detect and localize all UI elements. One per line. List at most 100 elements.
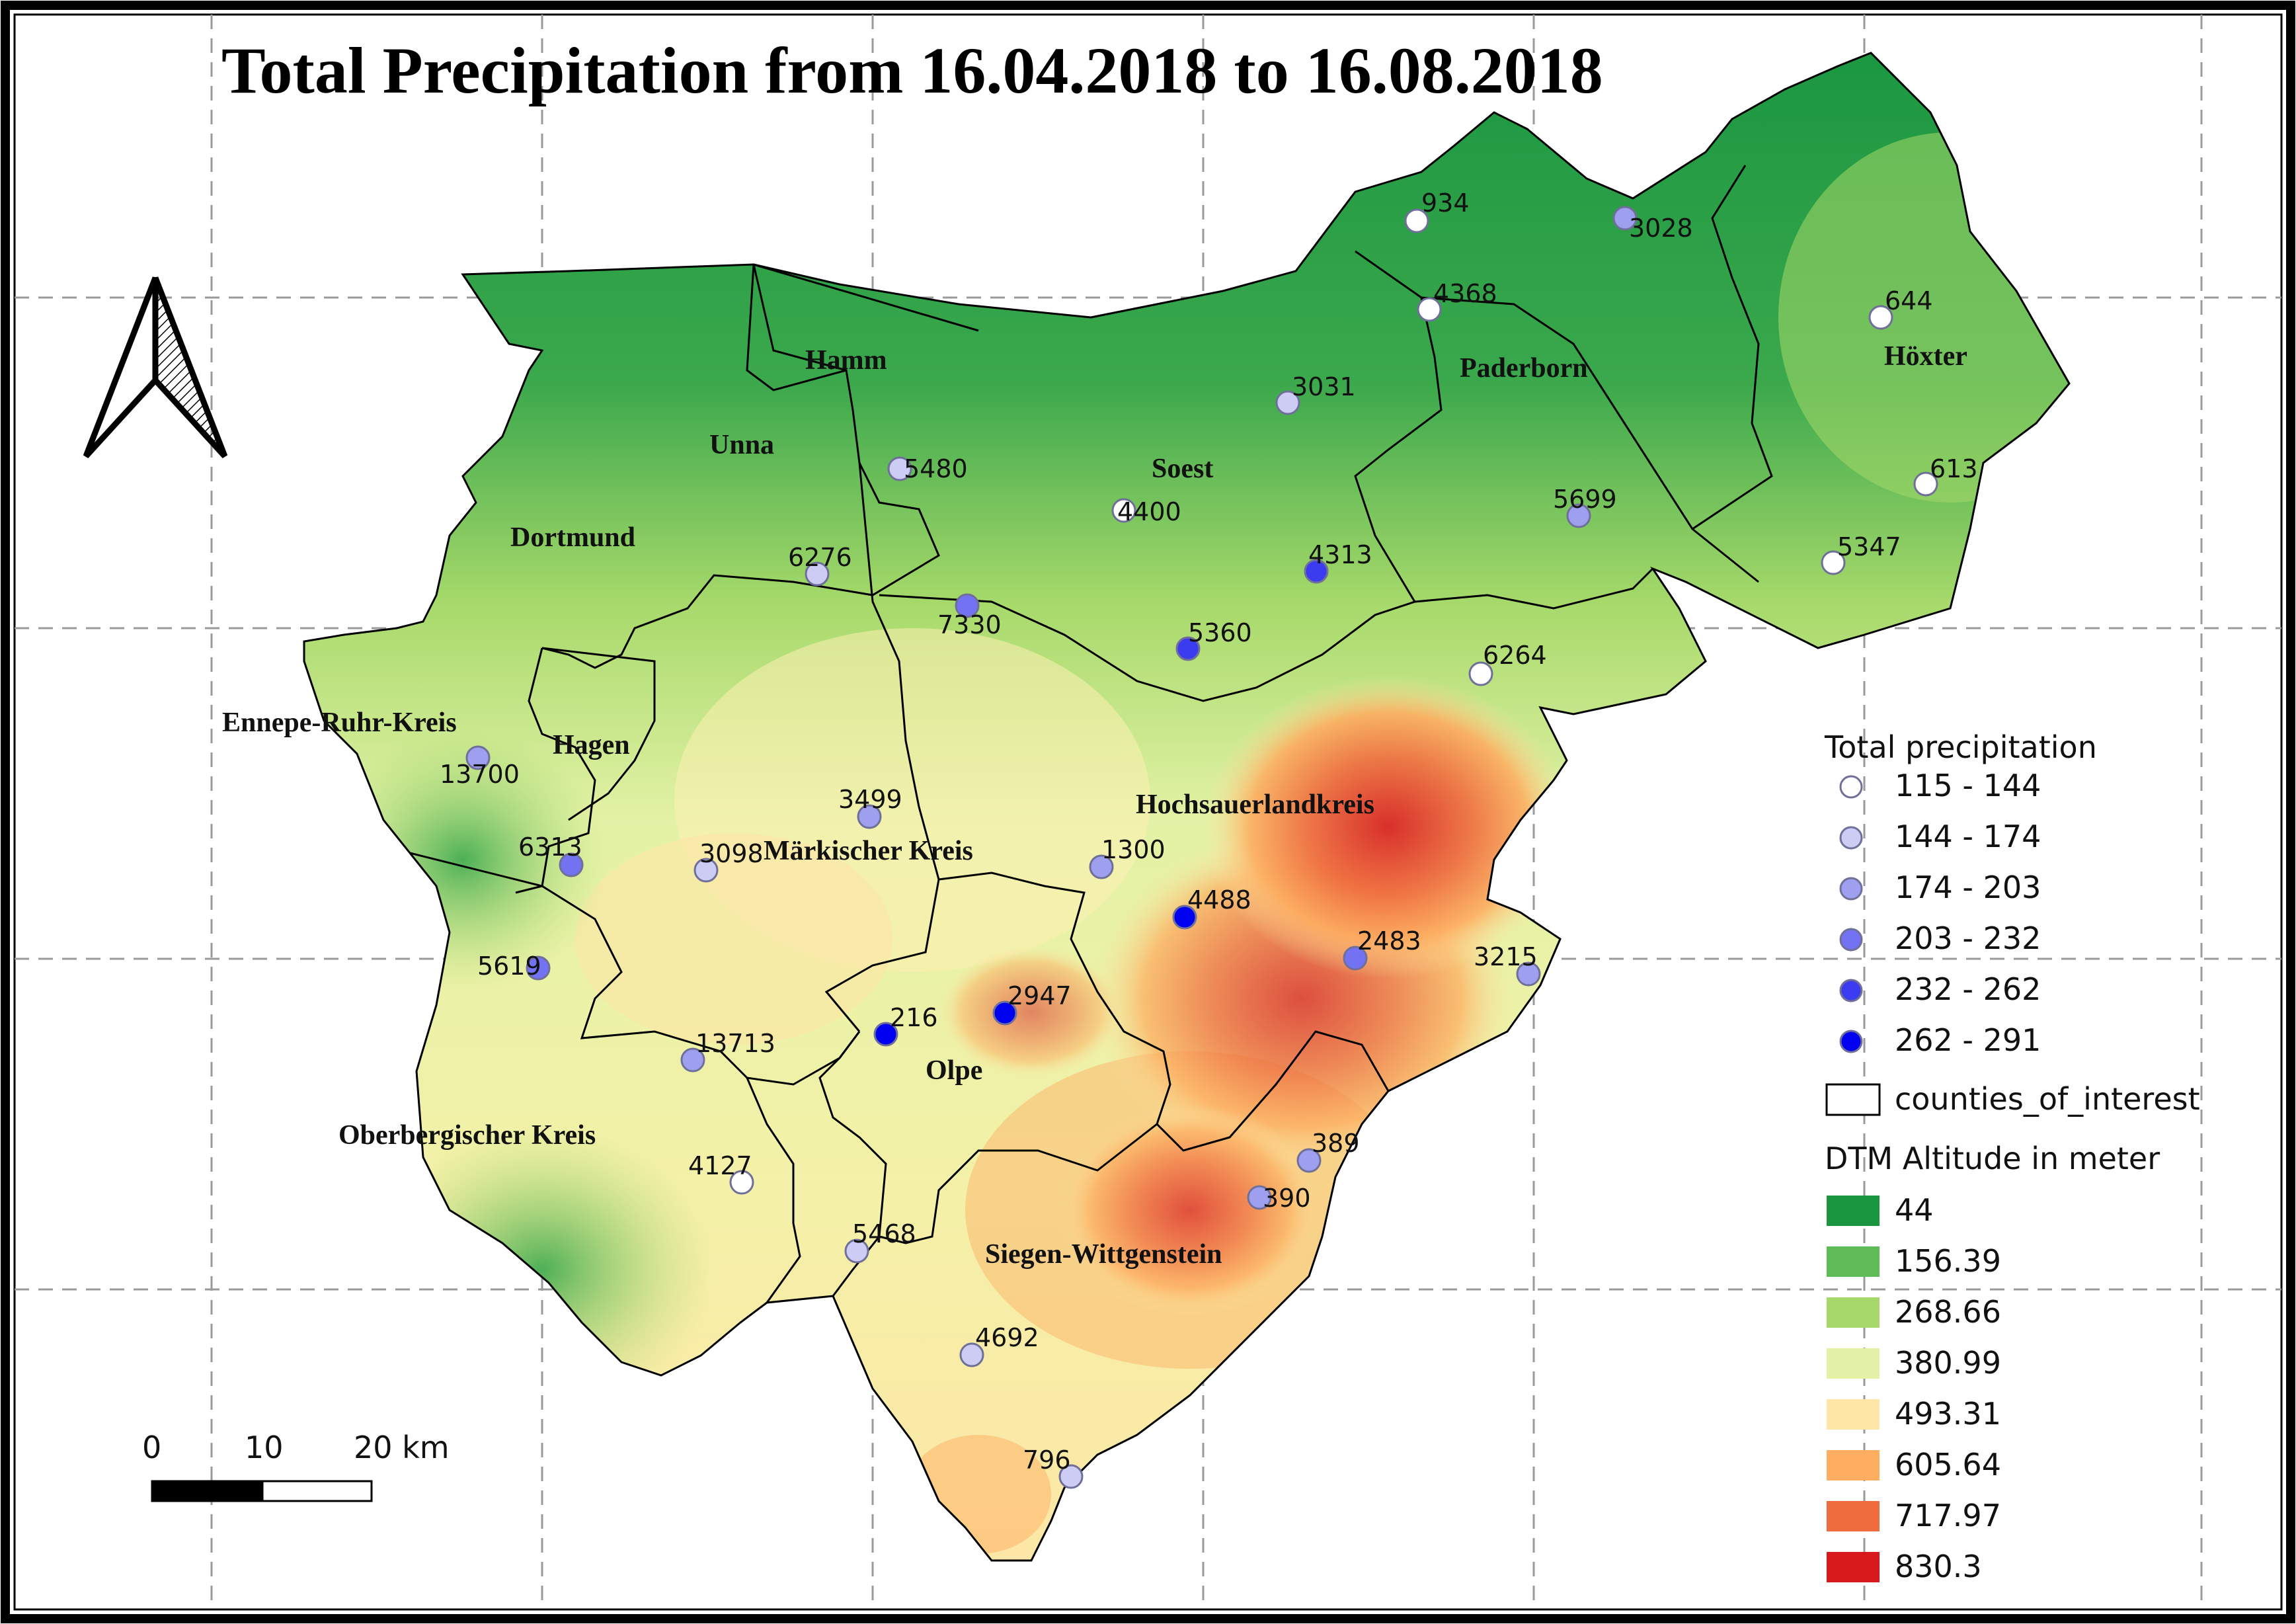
station-marker [887,456,912,481]
legend-precip-swatch [1839,775,1863,799]
legend-dtm-label: 156.39 [1895,1243,2001,1279]
station-label: 934 [1421,188,1470,218]
station-label: 4692 [975,1323,1039,1352]
county-label-oberbergischer-kreis: Oberbergischer Kreis [338,1120,596,1151]
legend-precip-label: 262 - 291 [1895,1022,2041,1058]
legend-dtm-label: 493.31 [1895,1396,2001,1432]
station-marker [873,1022,898,1047]
legend-precip-item: 144 - 174 [1839,819,2041,854]
legend-dtm-label: 830.3 [1895,1549,1982,1584]
legend-dtm-swatch [1827,1348,1880,1379]
station-5468: 5468 [844,1219,916,1264]
legend-dtm-item: 268.66 [1827,1294,2001,1330]
station-label: 3499 [838,785,902,814]
station-marker [526,955,551,981]
legend-dtm-item: 493.31 [1827,1396,2001,1432]
station-label: 2483 [1357,926,1421,955]
station-label: 796 [1023,1445,1071,1475]
legend-dtm-item: 830.3 [1827,1549,1982,1584]
north-arrow-icon [83,276,228,459]
station-marker [1247,1185,1272,1210]
county-labels: Hamm Unna Dortmund Soest Paderborn Höxte… [222,341,1967,1270]
station-marker [805,561,830,587]
station-label: 6264 [1483,641,1547,670]
station-4400: 4400 [1111,497,1181,526]
station-2947: 2947 [992,981,1072,1026]
station-label: 5347 [1837,532,1901,561]
legend-precip-swatch [1839,877,1863,901]
county-label-olpe: Olpe [926,1055,982,1086]
legend-precip-swatch [1839,979,1863,1002]
station-label: 6313 [518,832,582,862]
legend-dtm-swatch [1827,1552,1880,1582]
legend-precip-item: 115 - 144 [1839,768,2041,803]
legend-precip-title: Total precipitation [1824,729,2097,765]
station-marker [1821,550,1846,575]
station-4127: 4127 [688,1151,754,1195]
station-5480: 5480 [887,454,968,483]
station-label: 4400 [1117,497,1181,526]
station-marker [1296,1148,1322,1173]
station-3028: 3028 [1612,206,1693,243]
station-label: 389 [1312,1129,1360,1158]
legend-precip-label: 232 - 262 [1895,971,2041,1007]
station-7330: 7330 [937,593,1002,639]
station-marker [1468,661,1493,686]
station-644: 644 [1868,286,1933,330]
county-label-hamm: Hamm [805,345,887,376]
station-3215: 3215 [1474,942,1541,987]
legend-dtm-label: 380.99 [1895,1345,2001,1381]
station-4313: 4313 [1304,540,1372,584]
station-216: 216 [873,1003,938,1047]
station-marker [1417,297,1442,322]
legend-precip-item: 262 - 291 [1839,1022,2041,1058]
county-label-siegen-wittgenstein: Siegen-Wittgenstein [985,1239,1222,1270]
station-label: 6276 [788,543,852,572]
legend-precip-swatch [1839,1030,1863,1053]
county-boundaries [409,165,1773,1303]
legend-dtm-label: 717.97 [1895,1498,2001,1533]
station-label: 4488 [1187,885,1251,914]
station-marker [465,745,491,770]
station-5699: 5699 [1553,485,1617,528]
station-label: 3031 [1292,372,1356,401]
legend-counties-label: counties_of_interest [1895,1081,2200,1117]
station-marker [1304,559,1329,584]
station-label: 3028 [1629,214,1693,243]
station-marker [1612,206,1638,231]
station-label: 4368 [1433,279,1497,308]
legend-counties-swatch [1825,1083,1881,1116]
map-inner-border [13,13,2283,1611]
station-13713: 13713 [680,1029,775,1073]
legend-dtm-title: DTM Altitude in meter [1825,1141,2160,1176]
legend-dtm-swatch [1827,1501,1880,1531]
station-5360: 5360 [1175,618,1252,661]
station-label: 5468 [852,1219,916,1248]
county-label-soest: Soest [1152,454,1213,484]
station-613: 613 [1913,454,1978,497]
station-marker [693,858,719,883]
precipitation-stations: 934 3028 4368 644 3031 5480 4400 613 5699 6276 431… [440,188,1978,1489]
legend-precip-classes: 115 - 144 144 - 174 174 - 203 203 - 232 232 … [1839,768,2041,1058]
station-label: 7330 [937,610,1002,639]
station-5619: 5619 [477,952,551,981]
station-marker [1275,390,1300,415]
legend-dtm-label: 605.64 [1895,1447,2001,1482]
county-label-dortmund: Dortmund [510,522,635,553]
station-marker [729,1170,754,1195]
station-934: 934 [1404,188,1470,233]
station-label: 5480 [904,454,968,483]
station-label: 1300 [1101,835,1166,864]
legend-precip-item: 232 - 262 [1839,971,2041,1007]
county-label-paderborn: Paderborn [1460,353,1588,384]
station-label: 3215 [1474,942,1538,971]
station-3098: 3098 [693,839,764,883]
legend-dtm-swatch [1827,1297,1880,1328]
station-marker [992,1000,1017,1026]
legend-precip-swatch [1839,928,1863,952]
legend-precip-item: 174 - 203 [1839,870,2041,905]
legend-dtm-swatch [1827,1399,1880,1430]
legend: Total precipitation 115 - 144 144 - 174 17… [1824,729,2200,1584]
station-label: 2947 [1008,981,1072,1010]
station-2483: 2483 [1343,926,1421,971]
